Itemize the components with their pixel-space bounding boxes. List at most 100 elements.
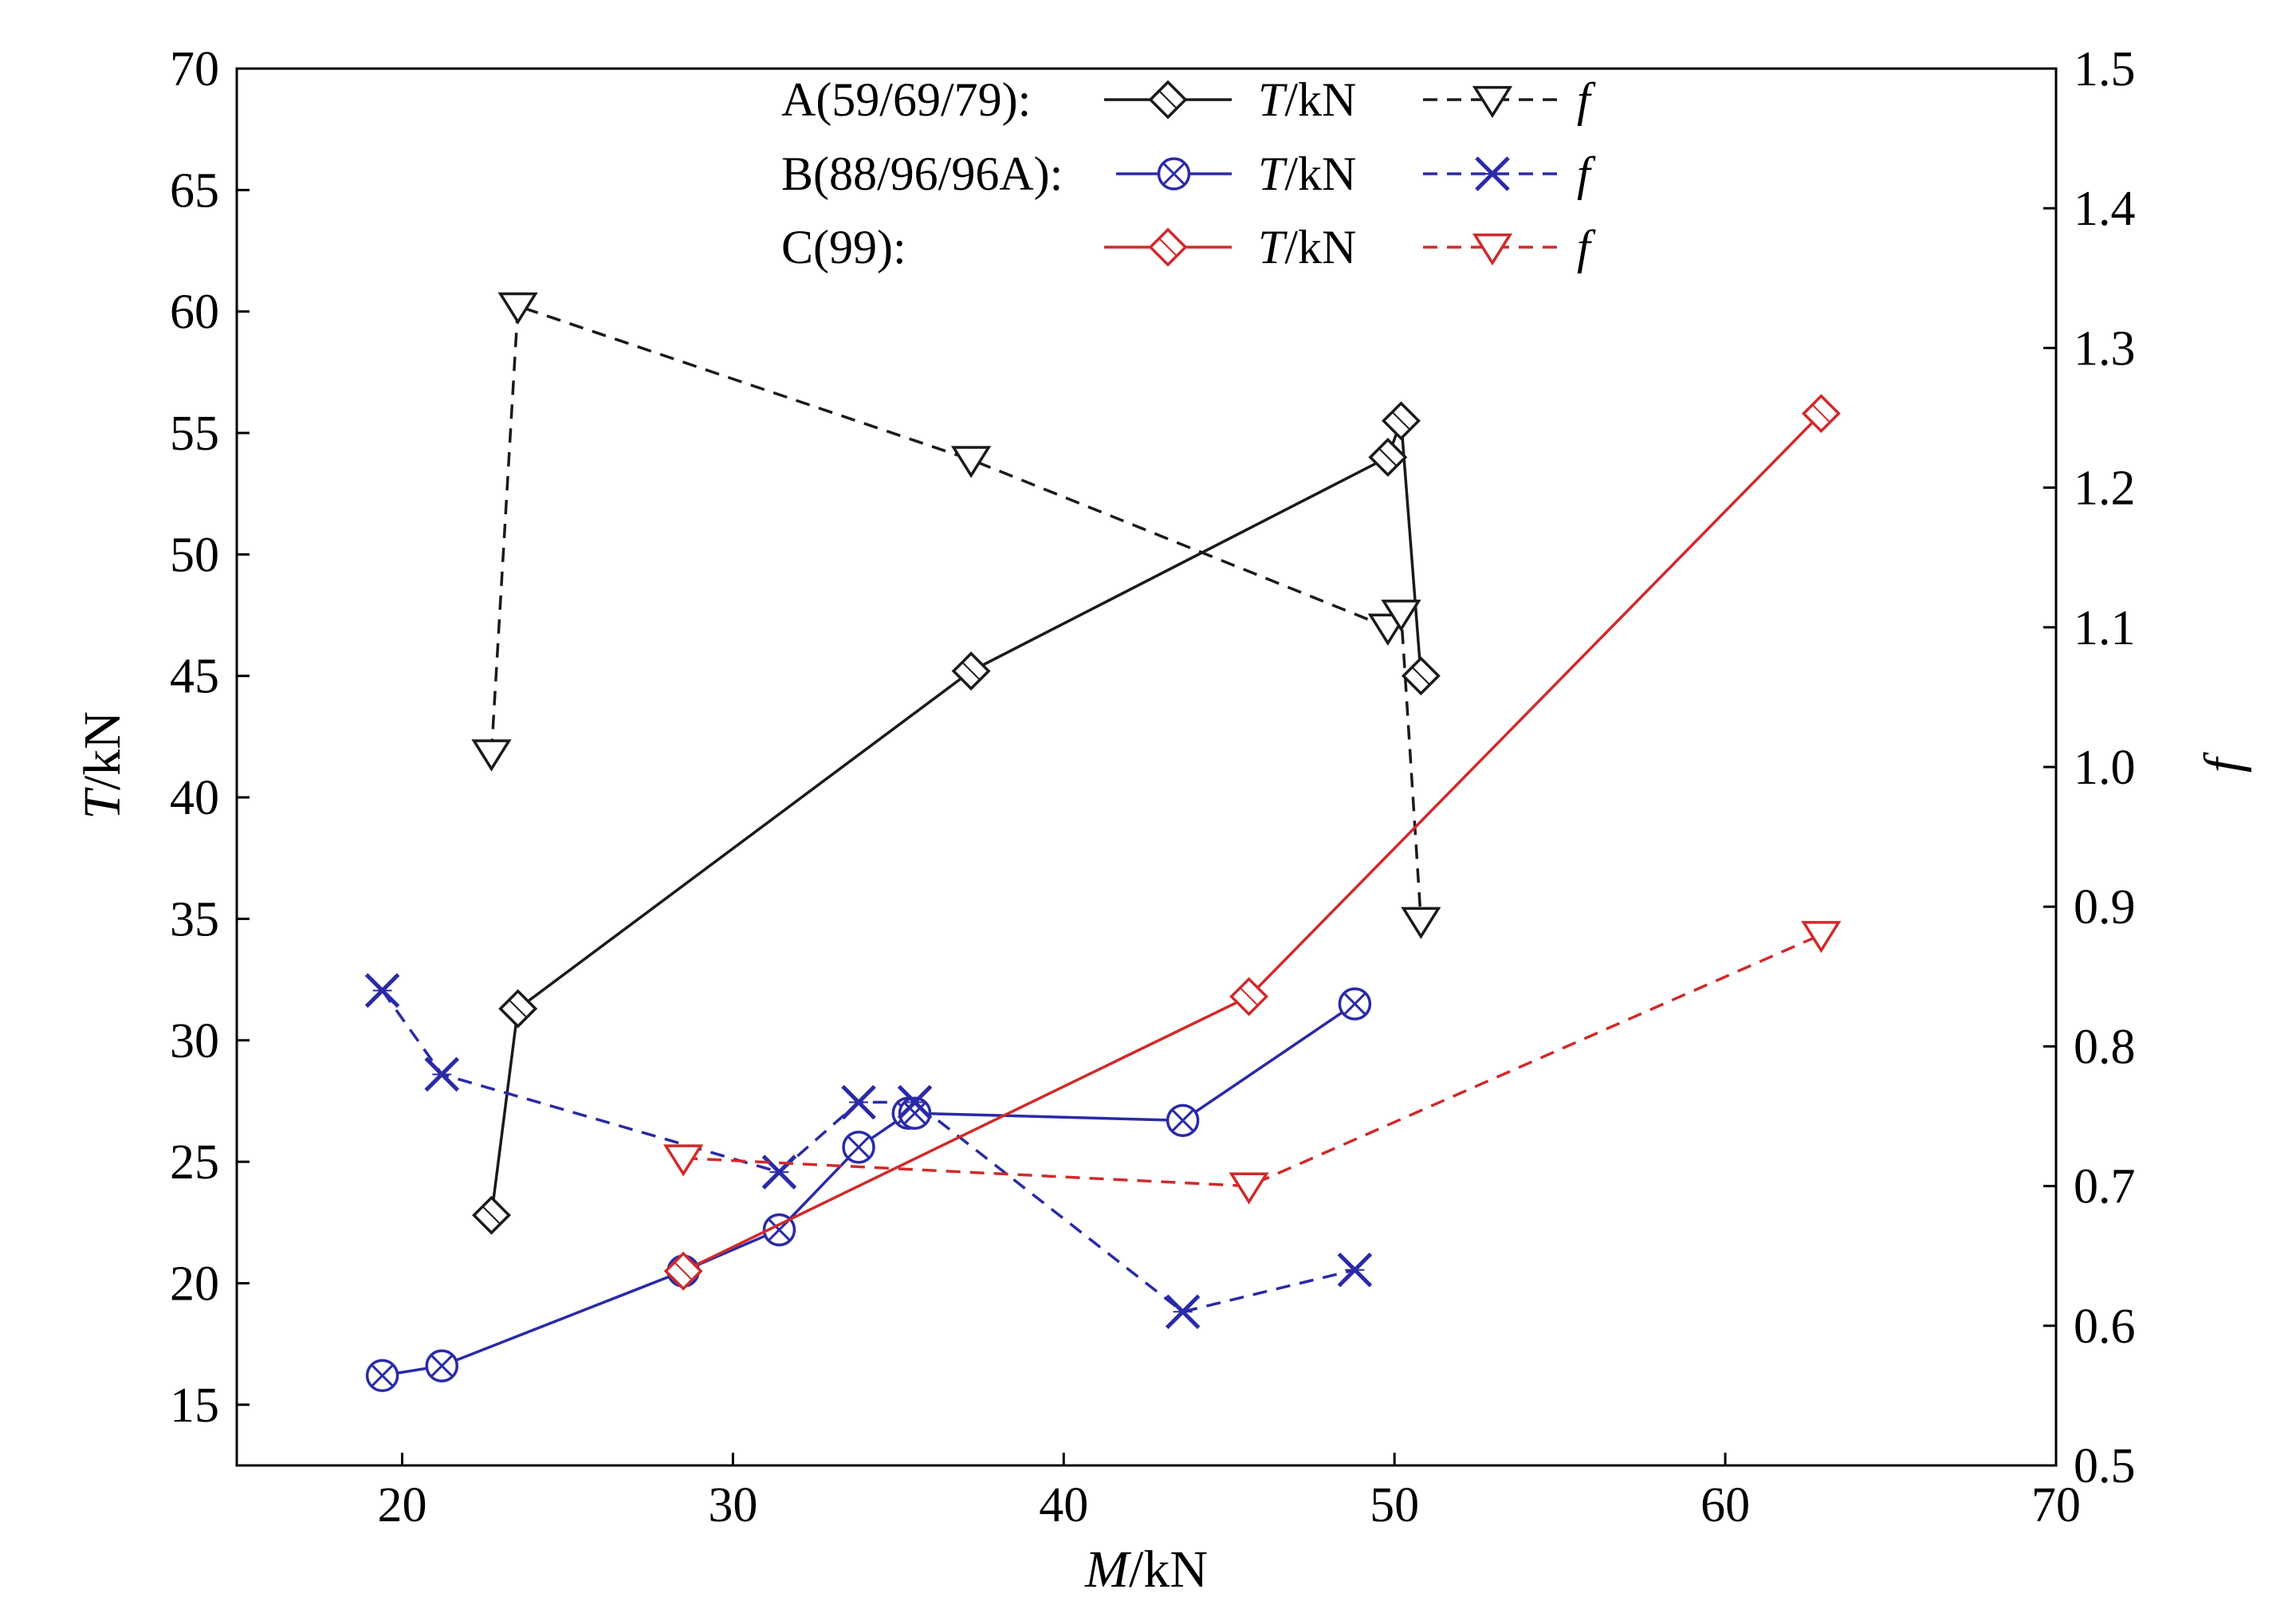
marker-detail: [429, 1353, 454, 1379]
data-point-T-b-88-96-96a: [1166, 1103, 1200, 1138]
series-layer: [364, 292, 1842, 1393]
data-point-T-b-88-96-96a: [842, 1131, 875, 1164]
marker-detail: [1170, 1108, 1195, 1133]
data-point-f-b-88-96-96a: [841, 1084, 876, 1120]
marker-detail: [961, 661, 981, 681]
marker-detail: [1811, 403, 1831, 423]
legend-marker-f: [1472, 233, 1513, 266]
data-point-T-a-59-69-79: [498, 989, 538, 1029]
x-tick-label: 30: [708, 1478, 757, 1532]
data-point-T-c-99: [663, 1251, 703, 1291]
legend-text-f: f: [1577, 148, 1596, 200]
y-left-tick-label: 60: [170, 285, 219, 340]
legend-T-var: T: [1258, 148, 1288, 200]
y-right-tick-label: 1.5: [2074, 42, 2136, 96]
legend: A(59/69/79): T/kN f B(88/96/96A): T/kN f C(99)…: [781, 73, 1596, 273]
y-left-tick-label: 50: [170, 528, 219, 582]
marker-detail: [1411, 667, 1431, 686]
legend-marker-T: [1157, 157, 1191, 191]
legend-text-f: f: [1577, 73, 1596, 126]
x-tick-label: 70: [2031, 1478, 2081, 1532]
data-point-f-b-88-96-96a: [1165, 1294, 1201, 1330]
y-left-tick-label: 55: [170, 407, 219, 461]
series-line-f-c-99: [683, 933, 1822, 1188]
marker-shape: [1472, 233, 1513, 266]
x-axis-title: M/kN: [1084, 1540, 1208, 1597]
marker-shape: [471, 739, 512, 772]
axis-ticks: 20 30 40 50 60 701520253035404550556065700.50…: [170, 42, 2136, 1532]
y-right-tick-label: 1.2: [2074, 462, 2136, 516]
marker-detail: [902, 1100, 927, 1126]
data-point-f-c-99: [1229, 1172, 1269, 1205]
y-right-tick-label: 1.0: [2074, 741, 2136, 795]
x-tick-label: 50: [1370, 1478, 1419, 1532]
legend-T-var: T: [1258, 221, 1288, 273]
legend-label-a-59-69-79: A(59/69/79):: [781, 73, 1031, 126]
marker-detail: [1162, 161, 1186, 187]
y-left-axis-title: T/kN: [73, 711, 132, 820]
data-point-T-a-59-69-79: [951, 651, 991, 691]
data-point-T-c-99: [1229, 977, 1269, 1017]
marker-detail: [1391, 411, 1411, 431]
data-point-T-b-88-96-96a: [1338, 987, 1372, 1021]
legend-marker-f: [1475, 156, 1510, 191]
data-point-T-b-88-96-96a: [365, 1359, 399, 1393]
y-right-tick-label: 0.9: [2074, 880, 2136, 934]
series-line-T-b-88-96-96a: [382, 1002, 1356, 1377]
marker-shape: [662, 1144, 704, 1177]
y-right-tick-label: 0.8: [2074, 1020, 2136, 1074]
marker-shape: [1801, 921, 1842, 954]
y-right-tick-label: 1.4: [2074, 182, 2136, 236]
marker-detail: [482, 1206, 501, 1225]
data-point-T-a-59-69-79: [1368, 438, 1408, 477]
x-tick-label: 60: [1700, 1478, 1750, 1532]
legend-marker-T: [1148, 227, 1188, 267]
y-right-tick-label: 0.5: [2074, 1439, 2136, 1493]
data-point-f-a-59-69-79: [1401, 907, 1441, 939]
data-point-T-a-59-69-79: [1382, 401, 1421, 441]
legend-T-unit: /kN: [1284, 148, 1356, 200]
legend-label-c-99: C(99):: [781, 221, 906, 273]
legend-marker-f: [1472, 85, 1513, 119]
legend-T-var: T: [1258, 73, 1288, 126]
y-left-tick-label: 15: [170, 1379, 219, 1433]
data-point-T-a-59-69-79: [1401, 656, 1441, 696]
marker-detail: [1239, 987, 1259, 1006]
marker-detail: [1158, 90, 1177, 109]
y-left-tick-label: 70: [170, 42, 219, 96]
plot-frame: [235, 67, 2058, 1467]
series-line-T-a-59-69-79: [489, 420, 1423, 1216]
marker-detail: [1343, 991, 1367, 1017]
marker-shape: [1472, 85, 1513, 119]
data-point-f-a-59-69-79: [1381, 600, 1421, 632]
data-point-T-c-99: [1801, 394, 1841, 434]
legend-text-T: T/kN: [1258, 221, 1356, 273]
marker-detail: [370, 1363, 395, 1388]
legend-text-T: T/kN: [1258, 73, 1356, 126]
data-point-f-c-99: [1801, 921, 1842, 954]
data-point-f-b-88-96-96a: [897, 1084, 933, 1120]
y-left-tick-label: 45: [170, 650, 219, 704]
y-left-tick-label: 40: [170, 771, 219, 825]
y-right-tick-label: 0.7: [2074, 1160, 2136, 1214]
data-point-f-c-99: [662, 1144, 704, 1177]
series-line-f-a-59-69-79: [489, 304, 1423, 921]
x-tick-label: 20: [377, 1478, 427, 1532]
data-point-f-b-88-96-96a: [364, 973, 400, 1009]
legend-marker-T: [1148, 80, 1188, 120]
marker-detail: [674, 1261, 693, 1280]
y-right-tick-label: 0.6: [2074, 1300, 2136, 1354]
y-right-axis-title: f: [2194, 752, 2252, 773]
y-left-tick-label: 25: [170, 1135, 219, 1190]
data-point-T-b-88-96-96a: [898, 1096, 932, 1130]
y-right-tick-label: 1.3: [2074, 321, 2136, 376]
data-point-f-a-59-69-79: [497, 292, 538, 325]
marker-shape: [497, 292, 538, 325]
marker-shape: [950, 446, 992, 478]
data-point-T-b-88-96-96a: [425, 1349, 458, 1383]
marker-detail: [508, 999, 528, 1018]
data-point-f-b-88-96-96a: [1337, 1252, 1373, 1288]
legend-label-b-88-96-96a: B(88/96/96A):: [781, 148, 1063, 200]
data-point-f-b-88-96-96a: [424, 1056, 460, 1092]
